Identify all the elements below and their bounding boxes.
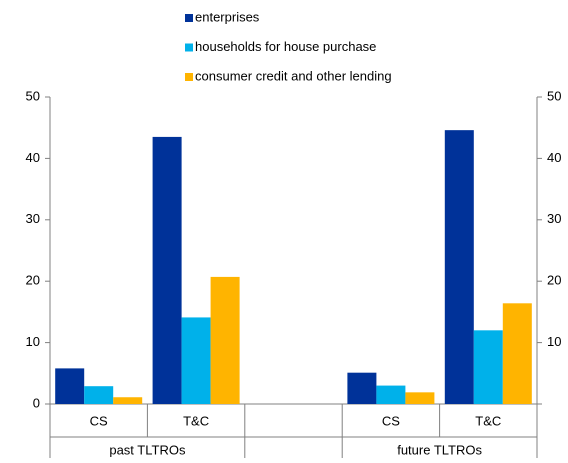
bar	[210, 276, 240, 404]
y2-tick-label: 10	[547, 334, 561, 349]
y-tick-label: 40	[26, 150, 40, 165]
legend-label: enterprises	[195, 9, 260, 24]
bar	[113, 397, 143, 404]
y-tick-label: 20	[26, 273, 40, 288]
bar	[376, 385, 406, 404]
bar	[405, 392, 435, 404]
y2-tick-label: 50	[547, 88, 561, 103]
legend-swatch	[185, 43, 193, 52]
x-tick-label: CS	[90, 413, 108, 428]
bar	[502, 303, 532, 404]
x-tick-label: T&C	[183, 413, 209, 428]
bar	[473, 330, 503, 404]
y2-tick-label: 30	[547, 211, 561, 226]
bar	[55, 368, 85, 404]
y-tick-label: 30	[26, 211, 40, 226]
bar	[181, 317, 211, 404]
y2-tick-label: 20	[547, 273, 561, 288]
x-tick-label: CS	[382, 413, 400, 428]
legend-swatch	[185, 14, 193, 22]
group-label: future TLTROs	[397, 442, 482, 457]
y-tick-label: 0	[33, 395, 40, 410]
legend-swatch	[185, 73, 193, 81]
group-label: past TLTROs	[109, 442, 186, 457]
y2-tick-label: 40	[547, 150, 561, 165]
bar	[152, 136, 182, 404]
legend-label: consumer credit and other lending	[195, 68, 392, 83]
x-tick-label: T&C	[475, 413, 501, 428]
y-tick-label: 10	[26, 334, 40, 349]
bar	[347, 372, 377, 404]
bar	[444, 130, 474, 404]
legend-label: households for house purchase	[195, 39, 376, 54]
y-tick-label: 50	[26, 88, 40, 103]
bar	[84, 386, 114, 404]
